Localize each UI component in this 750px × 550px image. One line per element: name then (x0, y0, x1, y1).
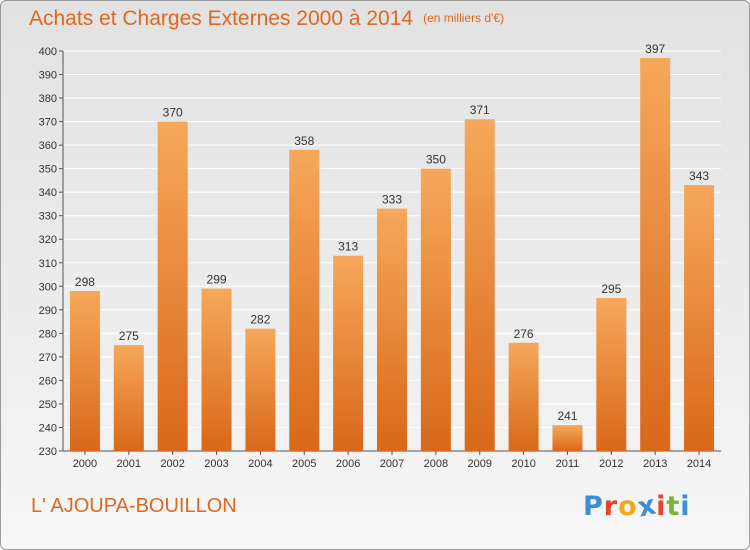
proxiti-logo[interactable]: Proxiti (583, 489, 691, 523)
commune-name: L' AJOUPA-BOUILLON (31, 495, 237, 517)
y-tick-label: 260 (39, 375, 57, 387)
y-tick-label: 350 (39, 164, 57, 176)
bar-value-label: 343 (689, 169, 709, 183)
bar-value-label: 333 (382, 193, 402, 207)
y-tick-label: 330 (39, 211, 57, 223)
bar-value-label: 282 (250, 313, 270, 327)
logo-letter: o (618, 491, 638, 522)
x-tick-label: 2014 (687, 458, 711, 470)
x-tick-label: 2003 (204, 458, 228, 470)
y-tick-label: 270 (39, 352, 57, 364)
x-tick-label: 2013 (643, 458, 667, 470)
y-tick-label: 300 (39, 281, 57, 293)
bar (684, 185, 715, 451)
x-tick-label: 2012 (599, 458, 623, 470)
chart-title: Achats et Charges Externes 2000 à 2014 (e… (29, 7, 504, 31)
bar-value-label: 371 (470, 103, 490, 117)
bar (464, 119, 495, 451)
x-tick-label: 2004 (248, 458, 272, 470)
bar-value-label: 295 (601, 282, 621, 296)
bar (377, 208, 407, 451)
x-tick-label: 2007 (380, 458, 404, 470)
y-tick-label: 280 (39, 328, 57, 340)
bar-chart: 230 240 250 260 270 280 290 300 310 320 330 340 350 3… (39, 42, 721, 470)
logo-letter: P (583, 491, 604, 522)
bar (289, 149, 320, 451)
y-tick-label: 390 (39, 70, 57, 82)
y-tick-label: 230 (39, 446, 57, 458)
logo-letter: i (656, 491, 667, 522)
x-tick-label: 2011 (556, 458, 580, 470)
bar-value-label: 241 (557, 409, 577, 423)
bar (333, 255, 364, 451)
bar-value-label: 276 (514, 327, 534, 341)
y-tick-label: 240 (39, 422, 57, 434)
x-tick-label: 2010 (511, 458, 535, 470)
x-tick-label: 2009 (467, 458, 491, 470)
x-tick-label: 2000 (73, 458, 97, 470)
bar (508, 342, 539, 451)
bar-value-label: 299 (207, 273, 227, 287)
logo-letter: i (680, 491, 691, 522)
y-tick-label: 310 (39, 258, 57, 270)
logo-letter: r (603, 491, 619, 522)
bar-value-label: 313 (338, 240, 358, 254)
bar-value-label: 397 (645, 42, 665, 56)
bar (640, 58, 671, 451)
y-tick-label: 370 (39, 117, 57, 129)
bar-value-label: 298 (75, 275, 95, 289)
bar (201, 288, 232, 451)
bar (69, 291, 100, 451)
y-tick-label: 290 (39, 305, 57, 317)
bar-value-label: 370 (163, 106, 183, 120)
y-tick-label: 380 (39, 93, 57, 105)
x-tick-label: 2001 (117, 458, 141, 470)
y-tick-label: 340 (39, 187, 57, 199)
bar-value-label: 275 (119, 329, 139, 343)
bar-value-label: 358 (294, 134, 314, 148)
bar (245, 328, 276, 451)
bar-value-label: 350 (426, 153, 446, 167)
bar (157, 121, 188, 452)
bar (420, 168, 451, 451)
logo-letter: t (666, 491, 681, 522)
bar (113, 345, 144, 451)
y-tick-label: 320 (39, 234, 57, 246)
chart-subtitle: (en milliers d'€) (423, 11, 505, 25)
bar (552, 425, 583, 451)
bar (596, 298, 627, 451)
y-tick-label: 250 (39, 399, 57, 411)
x-tick-label: 2005 (292, 458, 316, 470)
y-tick-label: 400 (39, 46, 57, 58)
x-tick-label: 2006 (336, 458, 360, 470)
chart-title-text: Achats et Charges Externes 2000 à 2014 (29, 7, 414, 30)
x-tick-label: 2002 (160, 458, 184, 470)
y-tick-label: 360 (39, 140, 57, 152)
x-tick-label: 2008 (424, 458, 448, 470)
